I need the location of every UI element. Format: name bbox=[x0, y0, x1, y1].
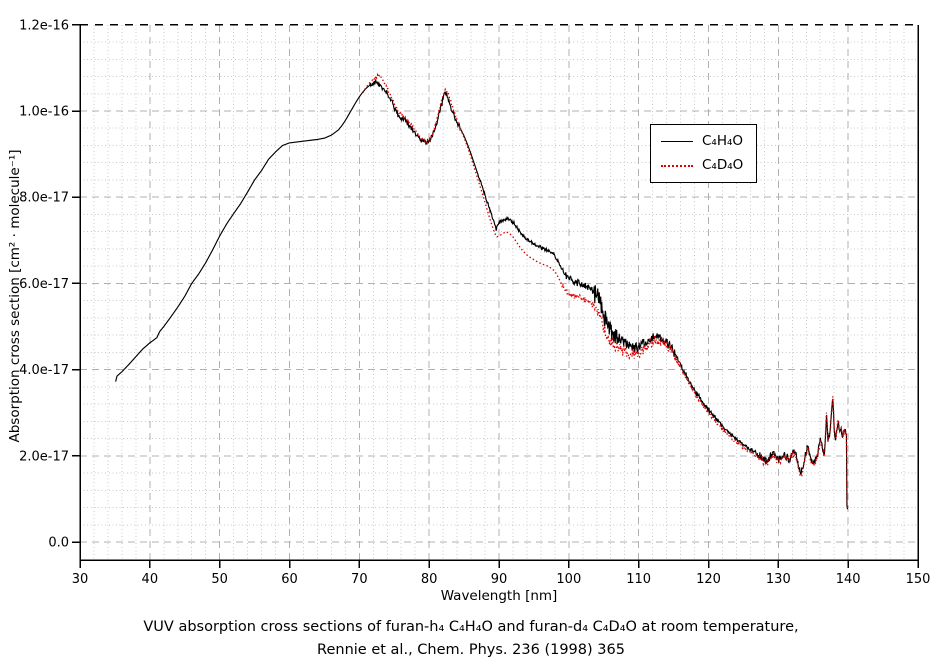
y-tick-label: 1.0e-16 bbox=[19, 105, 69, 120]
x-tick-label: 30 bbox=[72, 572, 89, 587]
caption-line-1: VUV absorption cross sections of furan-h… bbox=[143, 619, 799, 635]
legend-entry-c4d4o: C₄D₄O bbox=[661, 156, 750, 176]
x-tick-label: 150 bbox=[906, 572, 931, 587]
y-axis-title: Absorption cross section [cm² · molecule… bbox=[7, 149, 23, 443]
y-tick-label: 4.0e-17 bbox=[19, 363, 69, 378]
x-tick-label: 50 bbox=[211, 572, 228, 587]
x-tick-label: 140 bbox=[836, 572, 861, 587]
x-tick-label: 80 bbox=[421, 572, 438, 587]
x-axis-title: Wavelength [nm] bbox=[440, 588, 558, 604]
series-line-c4d4o bbox=[362, 72, 849, 508]
legend-entry-c4h4o: C₄H₄O bbox=[661, 131, 750, 151]
x-tick-label: 100 bbox=[556, 572, 581, 587]
caption-line-2: Rennie et al., Chem. Phys. 236 (1998) 36… bbox=[317, 642, 625, 658]
figure-caption: VUV absorption cross sections of furan-h… bbox=[0, 616, 942, 662]
legend-dotted-line-icon bbox=[661, 164, 693, 167]
y-tick-label: 2.0e-17 bbox=[19, 449, 69, 464]
legend-solid-line-icon bbox=[661, 140, 693, 142]
x-tick-label: 110 bbox=[626, 572, 651, 587]
y-tick-label: 6.0e-17 bbox=[19, 277, 69, 292]
x-tick-label: 70 bbox=[351, 572, 368, 587]
y-tick-label: 8.0e-17 bbox=[19, 191, 69, 206]
x-tick-label: 130 bbox=[766, 572, 791, 587]
x-tick-label: 40 bbox=[142, 572, 159, 587]
y-tick-label: 0.0 bbox=[48, 536, 69, 551]
x-tick-label: 90 bbox=[491, 572, 508, 587]
legend: C₄H₄O C₄D₄O bbox=[650, 124, 757, 183]
y-tick-label: 1.2e-16 bbox=[19, 18, 69, 33]
series-line-c4h4o bbox=[115, 79, 849, 510]
legend-label-c4d4o: C₄D₄O bbox=[702, 156, 744, 173]
x-tick-label: 120 bbox=[696, 572, 721, 587]
x-tick-label: 60 bbox=[281, 572, 298, 587]
legend-label-c4h4o: C₄H₄O bbox=[702, 132, 744, 149]
